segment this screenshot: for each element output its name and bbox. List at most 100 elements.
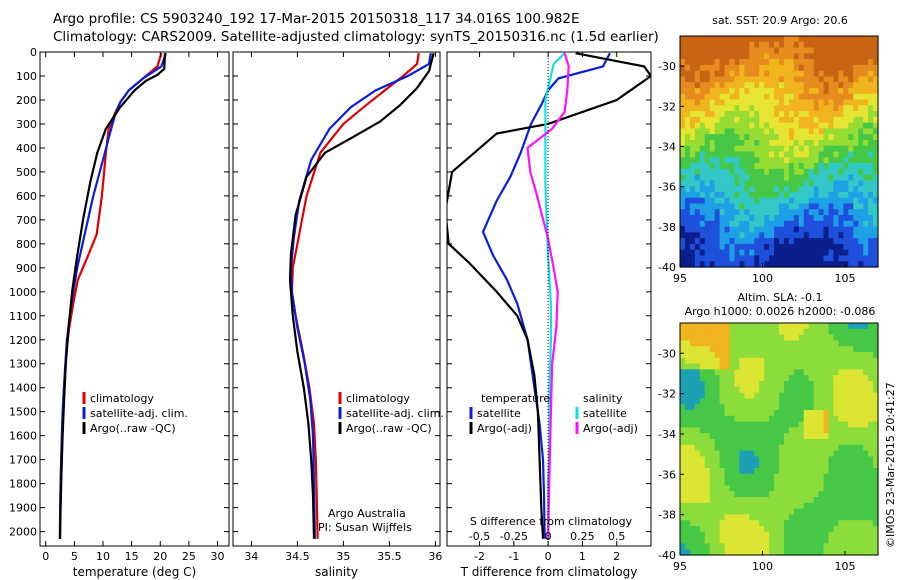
sla-map-cell <box>808 450 815 457</box>
sla-map-cell <box>848 386 854 394</box>
sst-map-cell <box>813 111 820 118</box>
sst-map-cell <box>853 191 859 199</box>
sla-map-cell <box>858 421 864 428</box>
sla-map-cell <box>754 520 760 527</box>
sst-map-cell <box>724 93 731 101</box>
sla-map-cell <box>793 346 800 353</box>
sla-map-cell <box>868 410 874 417</box>
sst-map-cell <box>680 232 686 239</box>
sst-map-cell <box>828 128 835 135</box>
sst-map-cell <box>719 197 726 205</box>
sst-map-cell <box>798 47 805 54</box>
sla-map-cell <box>689 531 696 539</box>
sst-map-cell <box>714 243 721 251</box>
sst-map-cell <box>798 128 805 135</box>
sst-map-cell <box>813 128 820 135</box>
sst-map-cell <box>729 226 736 233</box>
sst-map-cell <box>793 203 800 210</box>
sst-map-cell <box>714 209 721 216</box>
sla-map-cell <box>724 502 731 510</box>
sla-map-cell <box>684 410 691 417</box>
sst-map-cell <box>783 191 790 199</box>
sst-map-cell <box>808 238 815 245</box>
sst-map-cell <box>868 215 874 222</box>
sla-map-cell <box>744 531 750 539</box>
sla-map-cell <box>793 444 800 452</box>
sst-map-cell <box>793 255 800 262</box>
sst-map-cell <box>719 70 726 78</box>
sst-map-cell <box>769 261 775 268</box>
sla-map-cell <box>863 427 869 434</box>
sla-map-cell <box>729 433 736 440</box>
sla-map-cell <box>779 334 785 341</box>
sst-map-cell <box>783 111 790 118</box>
sst-map-cell <box>699 157 706 164</box>
sla-map-cell <box>699 491 706 498</box>
sla-map-cell <box>744 526 750 533</box>
sst-map-cell <box>704 145 711 153</box>
sst-map-cell <box>873 168 879 176</box>
sst-map-cell <box>838 151 844 158</box>
sst-map-cell <box>729 70 736 78</box>
sla-map-cell <box>818 502 825 510</box>
sst-map-cell <box>769 36 775 43</box>
sst-map-cell <box>848 163 854 170</box>
sla-map-cell <box>793 514 800 521</box>
sst-map-cell <box>783 70 790 78</box>
sla-map-cell <box>838 526 844 533</box>
sla-map-cell <box>833 357 839 365</box>
sst-map-cell <box>838 174 844 181</box>
sst-map-cell <box>833 122 839 130</box>
sst-map-cell <box>769 76 775 83</box>
sla-map-cell <box>704 508 711 515</box>
sla-map-cell <box>813 439 820 446</box>
sla-map-cell <box>828 363 835 370</box>
sst-map-cell <box>729 243 736 251</box>
sla-map-cell <box>838 531 844 539</box>
sla-map-cell <box>808 386 815 394</box>
sst-map-cell <box>833 232 839 239</box>
sst-map-cell <box>774 186 780 193</box>
sst-map-cell <box>873 197 879 205</box>
sla-map-cell <box>739 352 745 359</box>
sla-map-cell <box>813 468 820 475</box>
sla-map-cell <box>848 392 854 399</box>
sla-map-cell <box>868 479 874 486</box>
sla-map-cell <box>764 526 770 533</box>
sst-map-cell <box>754 53 760 60</box>
sst-map-cell <box>818 197 825 205</box>
sst-map-cell <box>699 76 706 83</box>
sst-map-cell <box>724 151 731 158</box>
sla-map-cell <box>873 508 879 515</box>
sla-map-cell <box>769 502 775 510</box>
sla-map-cell <box>719 369 726 376</box>
series-line-climatology <box>290 53 420 539</box>
sla-map-cell <box>808 485 815 492</box>
sla-map-cell <box>868 427 874 434</box>
sst-map-cell <box>828 82 835 89</box>
sla-map-cell <box>759 543 765 550</box>
sla-map-cell <box>788 323 795 330</box>
sla-map-cell <box>798 462 805 469</box>
sst-map-cell <box>709 76 716 83</box>
sst-map-cell <box>868 70 874 78</box>
sla-map-cell <box>764 468 770 475</box>
sla-map-cell <box>694 456 701 463</box>
sst-map-cell <box>744 41 750 49</box>
sla-map-cell <box>734 340 740 347</box>
sla-map-cell <box>818 462 825 469</box>
sst-map-cell <box>818 243 825 251</box>
sst-map-cell <box>828 64 835 72</box>
sla-map-cell <box>868 514 874 521</box>
sla-map-cell <box>858 549 864 556</box>
sla-map-cell <box>689 340 696 347</box>
sst-map-cell <box>843 209 849 216</box>
sst-map-cell <box>788 139 795 147</box>
sst-map-cell <box>818 76 825 83</box>
sst-map-cell <box>823 226 830 233</box>
sst-map-cell <box>714 116 721 124</box>
sst-map-cell <box>783 203 790 210</box>
sla-map-cell <box>868 526 874 533</box>
x-tick-label: 34.5 <box>285 550 310 563</box>
sst-map-cell <box>788 232 795 239</box>
